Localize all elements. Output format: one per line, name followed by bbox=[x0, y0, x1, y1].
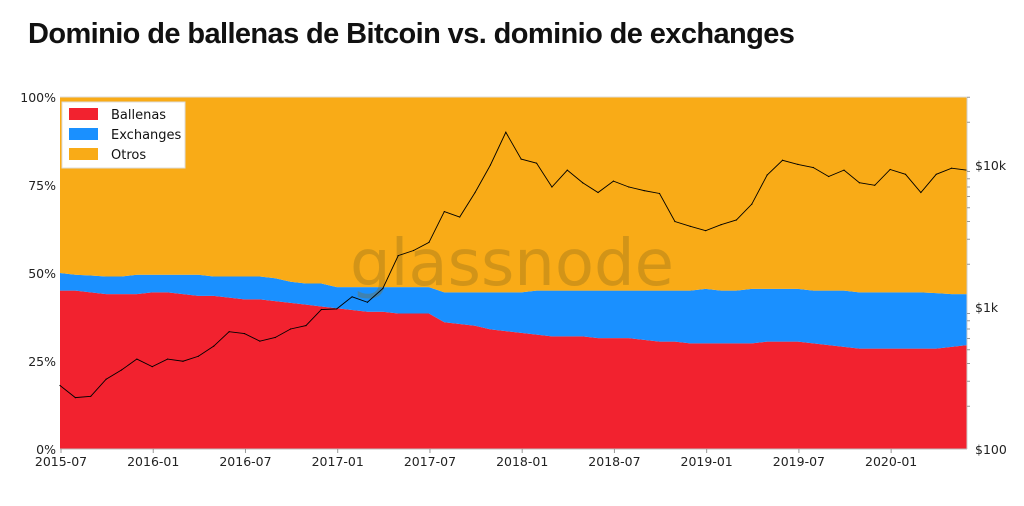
price-point bbox=[812, 166, 814, 169]
price-point bbox=[351, 296, 353, 298]
price-point bbox=[213, 345, 215, 347]
x-tick-label: 2019-07 bbox=[773, 454, 825, 469]
price-point bbox=[274, 336, 276, 339]
area-otros bbox=[60, 97, 967, 295]
price-point bbox=[243, 332, 246, 335]
price-point bbox=[59, 384, 61, 387]
price-point bbox=[90, 395, 92, 397]
price-point bbox=[412, 249, 415, 252]
price-point bbox=[459, 216, 461, 218]
price-point bbox=[105, 378, 107, 380]
y-tick-label: 50% bbox=[28, 266, 56, 281]
price-point bbox=[305, 324, 307, 327]
price-point bbox=[182, 360, 184, 362]
price-point bbox=[781, 159, 784, 161]
price-point bbox=[797, 163, 799, 165]
price-point bbox=[904, 173, 907, 175]
legend-label: Exchanges bbox=[111, 128, 182, 143]
price-point bbox=[551, 186, 553, 188]
price-point bbox=[935, 173, 937, 175]
price-point bbox=[858, 182, 860, 184]
price-point bbox=[735, 219, 738, 221]
price-point bbox=[489, 164, 492, 166]
price-point bbox=[843, 169, 845, 171]
legend-label: Ballenas bbox=[111, 108, 166, 123]
price-point bbox=[505, 131, 507, 133]
price-point bbox=[120, 369, 123, 371]
price-point bbox=[136, 358, 138, 360]
x-tick-label: 2020-01 bbox=[865, 454, 917, 469]
price-point bbox=[920, 191, 922, 194]
price-point bbox=[889, 168, 891, 171]
price-point bbox=[474, 191, 476, 194]
price-point bbox=[566, 169, 568, 171]
watermark: glassnode bbox=[350, 227, 674, 301]
price-point bbox=[597, 191, 599, 194]
price-point bbox=[74, 397, 76, 399]
price-point bbox=[643, 190, 645, 192]
price-point bbox=[628, 186, 630, 188]
x-tick-label: 2018-07 bbox=[588, 454, 640, 469]
x-tick-label: 2018-01 bbox=[496, 454, 548, 469]
price-point bbox=[397, 255, 399, 257]
price-point bbox=[366, 301, 369, 303]
price-point bbox=[382, 287, 384, 290]
price-point bbox=[197, 355, 199, 357]
x-tick-label: 2019-01 bbox=[681, 454, 733, 469]
y-tick-label: 25% bbox=[28, 354, 56, 369]
area-ballenas bbox=[60, 290, 967, 449]
price-point bbox=[720, 224, 722, 226]
price-point bbox=[612, 180, 615, 182]
y-right-tick-label: $100 bbox=[975, 442, 1007, 457]
price-point bbox=[828, 175, 830, 178]
price-point bbox=[167, 358, 169, 360]
price-point bbox=[766, 174, 768, 176]
x-tick-label: 2016-01 bbox=[127, 454, 179, 469]
price-point bbox=[658, 192, 661, 195]
price-point bbox=[228, 331, 230, 333]
legend-swatch-ballenas bbox=[69, 108, 98, 120]
price-point bbox=[951, 167, 953, 169]
x-tick-label: 2017-01 bbox=[312, 454, 364, 469]
y-tick-label: 100% bbox=[20, 90, 56, 105]
price-point bbox=[151, 366, 153, 368]
price-point bbox=[259, 340, 261, 342]
legend-swatch-exchanges bbox=[69, 128, 98, 140]
y-tick-label: 75% bbox=[28, 178, 56, 193]
price-point bbox=[674, 220, 676, 223]
x-tick-label: 2017-07 bbox=[404, 454, 456, 469]
legend-swatch-otros bbox=[69, 148, 98, 160]
y-right-tick-label: $1k bbox=[975, 300, 999, 315]
price-point bbox=[705, 230, 707, 232]
price-point bbox=[428, 241, 430, 244]
price-point bbox=[689, 225, 691, 227]
price-point bbox=[336, 308, 338, 310]
legend-label: Otros bbox=[111, 148, 146, 163]
price-point bbox=[520, 158, 522, 160]
price-point bbox=[874, 184, 876, 186]
area-exchanges bbox=[60, 273, 967, 349]
x-tick-label: 2015-07 bbox=[35, 454, 87, 469]
price-point bbox=[535, 162, 538, 164]
y-right-tick-label: $10k bbox=[975, 158, 1007, 173]
y-tick-label: 0% bbox=[36, 442, 56, 457]
price-point bbox=[751, 203, 753, 205]
price-point bbox=[582, 182, 584, 184]
x-tick-label: 2016-07 bbox=[219, 454, 271, 469]
price-point bbox=[320, 308, 322, 311]
price-point bbox=[443, 210, 445, 213]
price-line bbox=[59, 131, 968, 399]
chart-title: Dominio de ballenas de Bitcoin vs. domin… bbox=[28, 18, 795, 50]
price-point bbox=[289, 328, 292, 330]
